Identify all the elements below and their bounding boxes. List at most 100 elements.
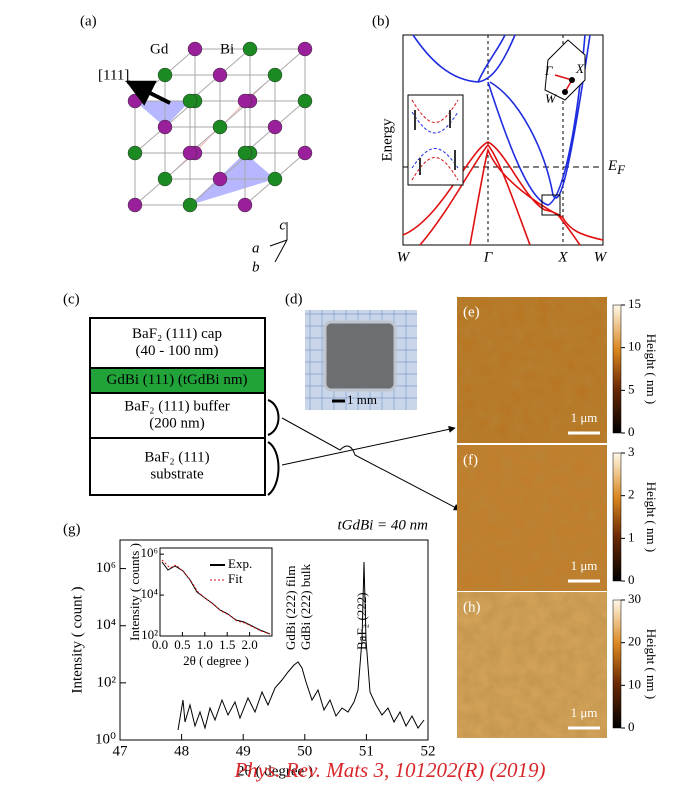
layer-label: (200 nm) (149, 415, 204, 431)
panel-label: (h) (463, 599, 481, 615)
panel-label: (f) (463, 452, 478, 468)
atom (237, 197, 253, 213)
thickness: tGdBi = 40 nm (337, 517, 428, 533)
afm-panels: (e) 1 μm 0 5 10 15 Height ( nm ) (f) 1 μm 0 1 2 3 Hei… (457, 296, 659, 738)
layer-label: GdBi (111) (tGdBi nm) (107, 372, 248, 388)
xrd-curve (177, 561, 425, 731)
inset-y-label: Intensity ( counts ) (127, 543, 142, 641)
atom (127, 145, 143, 161)
tick-label: 0 (628, 424, 635, 439)
axes: 47 48 49 50 51 52 10⁰ 10² 10⁴ 10⁶ (95, 560, 436, 759)
sample (323, 320, 397, 392)
atom (127, 93, 143, 109)
atom (267, 171, 283, 187)
layer (89, 317, 266, 369)
atom (237, 93, 253, 109)
atom (297, 41, 313, 57)
atom (157, 171, 173, 187)
atom (297, 93, 313, 109)
y-tick-label: 10⁶ (96, 560, 116, 576)
zoom-box (541, 194, 561, 216)
panel-label: (c) (63, 291, 80, 307)
axis-label: c (279, 217, 286, 233)
atom (297, 145, 313, 161)
plane (135, 101, 190, 127)
x-tick-label: 1.5 (219, 637, 235, 652)
layer-label: (40 - 100 nm) (136, 343, 219, 359)
k-label: W (397, 249, 411, 265)
spin-arrows (414, 110, 456, 175)
arrow (281, 417, 461, 511)
x-tick-label: 48 (174, 743, 189, 759)
direction-label: [111] (98, 67, 129, 83)
atom (242, 41, 258, 57)
y-tick-label: 10⁴ (96, 617, 116, 633)
panel-label: (b) (372, 13, 390, 29)
x-tick-label: 51 (359, 743, 374, 759)
bz-label: X (575, 61, 585, 76)
inset-x-label: 2θ ( degree ) (183, 653, 249, 668)
legend-label: Exp. (228, 556, 252, 571)
brillouin-zone (544, 39, 586, 101)
brace (267, 399, 280, 496)
layer (89, 437, 266, 496)
peak-label: GdBi (222) film (283, 566, 298, 651)
tick-label: 3 (628, 444, 635, 459)
x-tick-label: 47 (113, 743, 129, 759)
scale-label: 1 μm (571, 705, 598, 720)
fermi-label: EF (607, 158, 626, 177)
atom-label: Gd (150, 41, 169, 57)
bz-point (562, 89, 568, 95)
x-tick-label: 49 (236, 743, 251, 759)
axis-label: a (252, 240, 260, 256)
atom (267, 119, 283, 135)
panel-label: (d) (285, 291, 303, 307)
inset-band (411, 111, 459, 169)
x-tick-label: 2.0 (241, 637, 257, 652)
x-tick-label: 1.0 (197, 637, 213, 652)
tick-label: 0 (628, 719, 635, 734)
k-label: Γ (483, 249, 494, 265)
atom (267, 67, 283, 83)
atom (212, 67, 228, 83)
peak-label: BaF₂ (222) (354, 592, 369, 650)
colorbar (612, 452, 622, 582)
legend-label: Fit (228, 571, 243, 586)
y-label: Intensity ( count ) (69, 586, 85, 693)
y-tick-label: 10⁴ (140, 586, 158, 601)
atom (182, 197, 198, 213)
layer-label: BaF₂ (111) cap (132, 326, 222, 342)
scale-label: 1 mm (347, 392, 377, 407)
bz-point (569, 77, 575, 83)
afm-texture (457, 592, 607, 738)
tick-label: 10 (628, 339, 641, 354)
peak-label: GdBi (222) bulk (298, 564, 313, 650)
colorbar-label: Height ( nm ) (644, 629, 659, 699)
scale-label: 1 μm (571, 410, 598, 425)
inset-band (411, 99, 459, 181)
atom (212, 171, 228, 187)
tick-label: 1 (628, 529, 635, 544)
bz-label: Γ (544, 63, 553, 78)
plot-frame (402, 34, 604, 246)
atom (212, 119, 228, 135)
x-tick-label: 52 (421, 743, 436, 759)
y-tick-label: 10⁰ (95, 731, 116, 747)
fermi-e: E (607, 158, 617, 174)
colorbar-label: Height ( nm ) (644, 334, 659, 404)
tick-label: 0 (628, 572, 635, 587)
layer (89, 392, 266, 439)
crystal-structure (127, 41, 313, 213)
colorbar (612, 304, 622, 434)
bz-label: W (545, 91, 557, 106)
arrow (281, 425, 456, 466)
tick-label: 10 (628, 676, 641, 691)
colorbar (612, 599, 622, 729)
atom (182, 145, 198, 161)
x-tick-label: 50 (297, 743, 312, 759)
atom (157, 67, 173, 83)
afm-texture (457, 297, 607, 443)
exp-curve (161, 561, 271, 635)
y-tick-label: 10² (97, 674, 117, 690)
tick-label: 5 (628, 381, 635, 396)
